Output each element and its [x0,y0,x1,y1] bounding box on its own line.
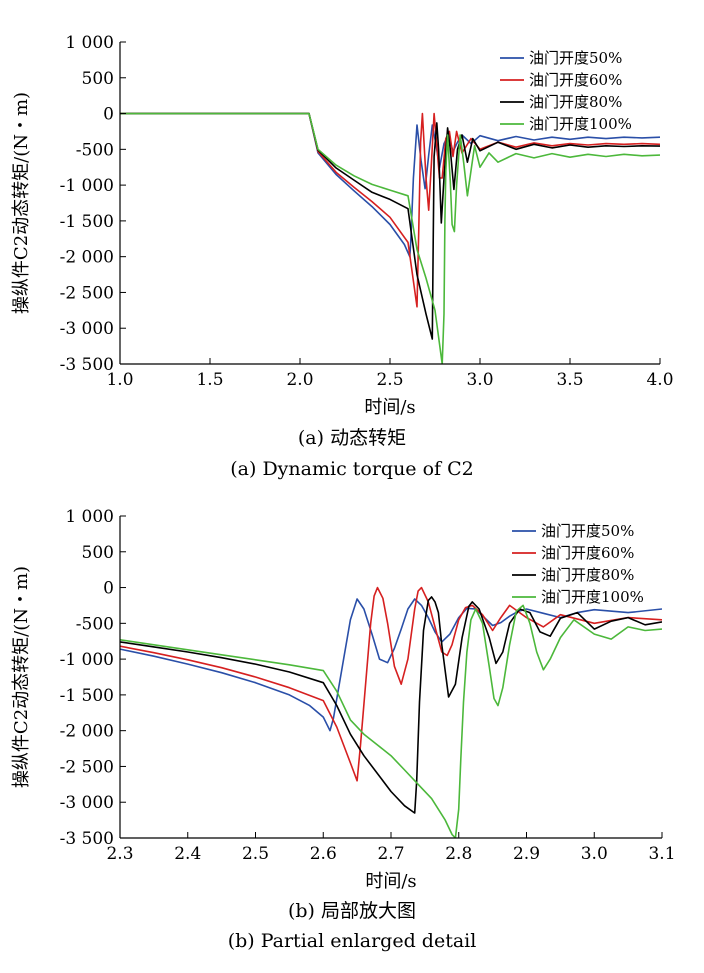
x-axis-label: 时间/s [365,871,416,892]
chart-panel-b: 1 000 500 0 -500 -1 000 -1 500 -2 000 -2 500 -3 … [11,507,676,952]
x-tick-label: 3.0 [466,370,493,390]
x-tick-label: 4.0 [646,370,673,390]
series-line-1 [120,598,662,732]
legend-label-2: 油门开度60% [541,544,634,562]
y-tick-label: -2 500 [60,757,114,777]
y-tick-label: -3 500 [60,829,114,849]
x-tick-label: 2.6 [310,844,337,864]
y-tick-label: -3 000 [60,319,114,339]
y-tick-label: -1 000 [60,650,114,670]
x-tick-label: 2.8 [445,844,472,864]
y-tick-label: -500 [76,614,114,634]
y-tick-label: 500 [82,69,114,89]
y-tick-label: -1 500 [60,212,114,232]
y-tick-label: 0 [103,105,114,125]
legend-label-4: 油门开度100% [529,115,632,133]
series-line-4 [120,112,660,364]
y-tick-label: 1 000 [65,33,114,53]
y-tick-label: 0 [103,579,114,599]
series-line-3 [120,112,660,340]
x-tick-label: 1.5 [196,370,223,390]
x-tick-label: 2.3 [106,844,133,864]
x-tick-label: 1.0 [106,370,133,390]
series-group [120,586,662,838]
series-line-2 [120,586,662,782]
series-line-4 [120,604,662,838]
series-line-2 [120,112,660,308]
x-tick-label: 2.9 [513,844,540,864]
y-tick-label: -2 000 [60,722,114,742]
y-tick-label: -500 [76,140,114,160]
legend-label-1: 油门开度50% [541,522,634,540]
legend-label-3: 油门开度80% [529,93,622,111]
x-tick-label: 2.5 [242,844,269,864]
legend-label-2: 油门开度60% [529,71,622,89]
x-tick-label: 3.5 [556,370,583,390]
caption-en: (b) Partial enlarged detail [228,930,477,952]
x-axis-label: 时间/s [364,397,415,418]
y-tick-label: 1 000 [65,507,114,527]
y-tick-label: -2 500 [60,283,114,303]
legend-label-4: 油门开度100% [541,588,644,606]
legend-label-3: 油门开度80% [541,566,634,584]
caption-cn: (a) 动态转矩 [298,427,406,449]
x-tick-label: 3.0 [581,844,608,864]
y-tick-label: -3 000 [60,793,114,813]
x-tick-label: 2.4 [174,844,201,864]
legend: 油门开度50% 油门开度60% 油门开度80% 油门开度100% [512,522,644,606]
series-line-3 [120,596,662,814]
y-tick-label: 500 [82,543,114,563]
series-line-1 [120,112,660,258]
caption-cn: (b) 局部放大图 [288,900,416,922]
y-tick-label: -1 000 [60,176,114,196]
legend: 油门开度50% 油门开度60% 油门开度80% 油门开度100% [500,49,632,133]
caption-en: (a) Dynamic torque of C2 [230,458,473,480]
y-axis-label: 操纵件C2动态转矩/(N・m) [11,92,32,314]
series-group [120,112,660,364]
x-tick-label: 3.1 [648,844,675,864]
y-tick-label: -3 500 [60,355,114,375]
y-tick-label: -1 500 [60,686,114,706]
y-axis-label: 操纵件C2动态转矩/(N・m) [11,566,32,788]
y-tick-label: -2 000 [60,248,114,268]
legend-label-1: 油门开度50% [529,49,622,67]
x-tick-label: 2.0 [286,370,313,390]
chart-panel-a: 1 000 500 0 -500 -1 000 -1 500 -2 000 -2 500 -3 … [11,33,674,480]
x-tick-label: 2.5 [376,370,403,390]
x-tick-label: 2.7 [377,844,404,864]
